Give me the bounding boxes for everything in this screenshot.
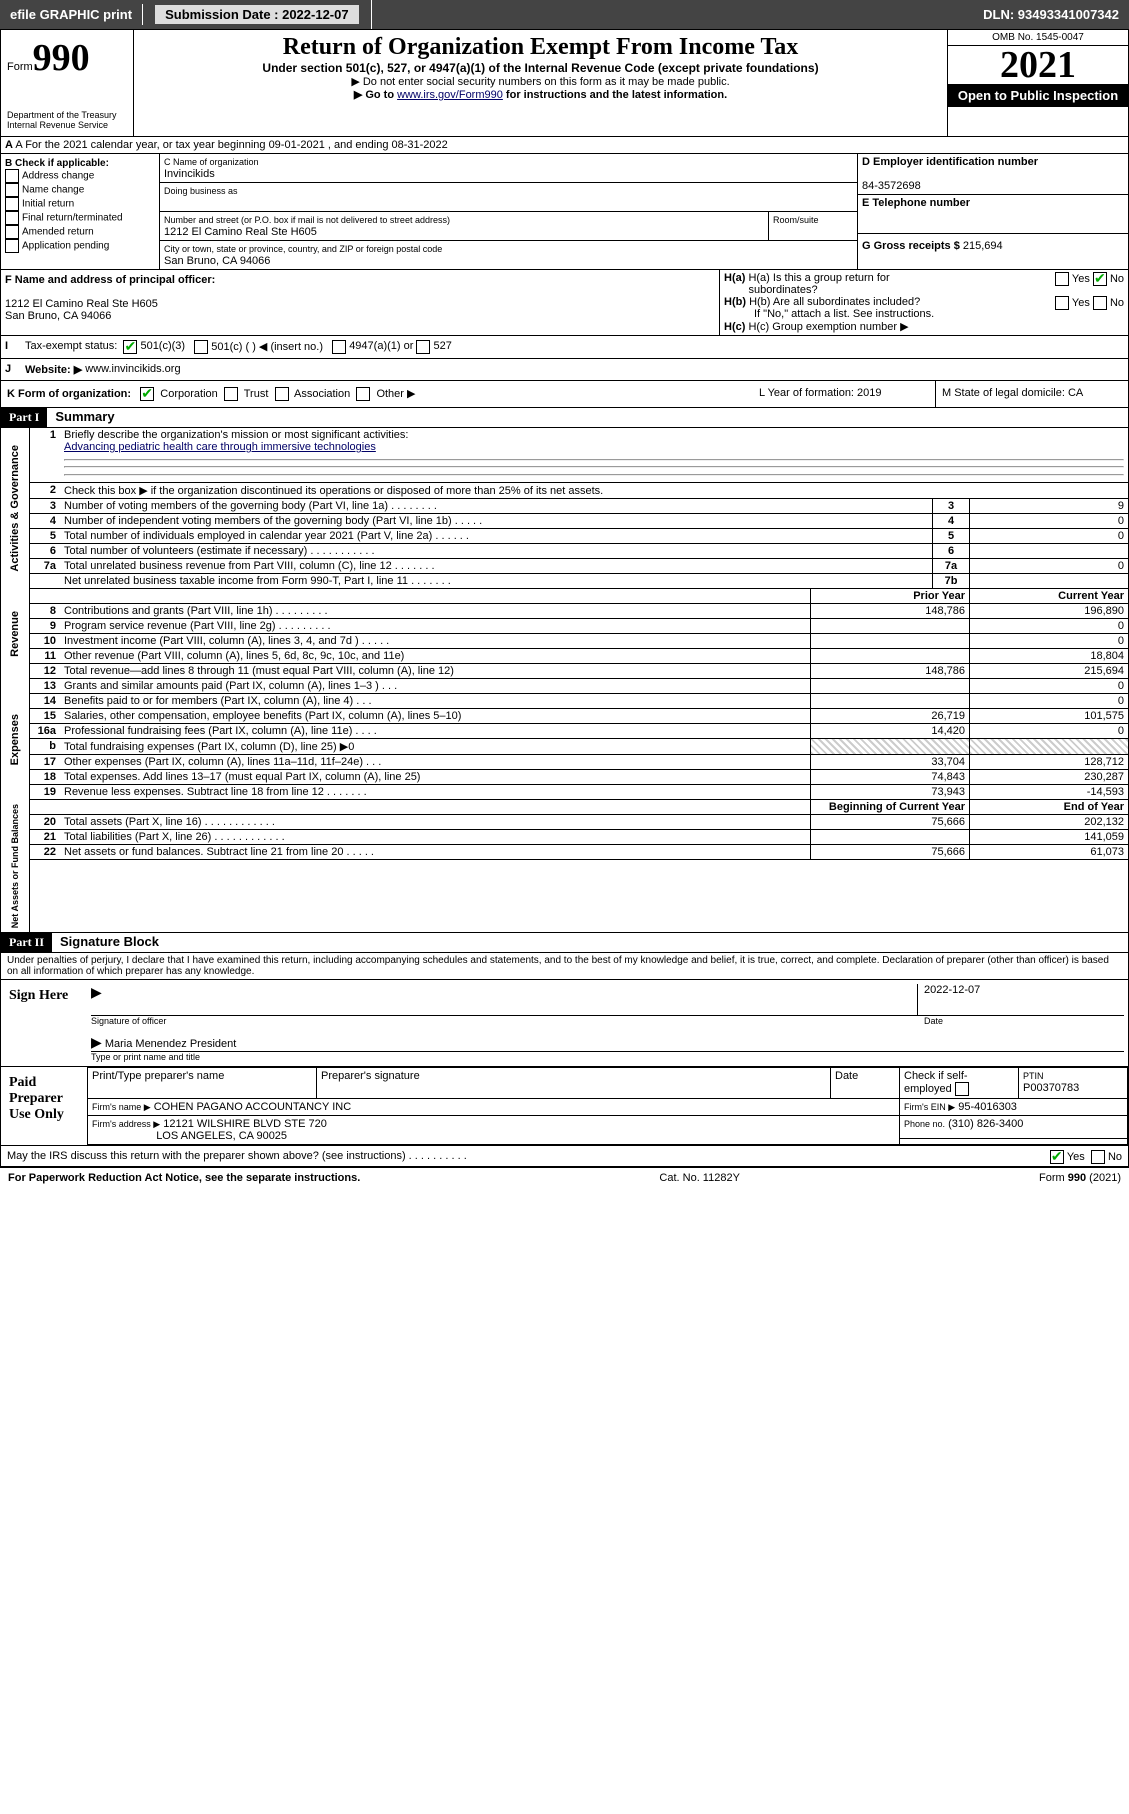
irs: Internal Revenue Service xyxy=(7,120,127,130)
side-ag: Activities & Governance xyxy=(1,428,30,589)
chk-address[interactable] xyxy=(5,169,19,183)
tax-year: 2021 xyxy=(948,46,1128,84)
chk-amended[interactable] xyxy=(5,225,19,239)
sign-here: Sign Here ▶ 2022-12-07 Signature of offi… xyxy=(0,980,1129,1067)
form-note2: ▶ Go to www.irs.gov/Form990 for instruct… xyxy=(138,88,943,101)
address-row: Number and street (or P.O. box if mail i… xyxy=(160,212,857,241)
form-note1: ▶ Do not enter social security numbers o… xyxy=(138,75,943,88)
mission: Briefly describe the organization's miss… xyxy=(60,428,1128,482)
line-I: I Tax-exempt status: 501(c)(3) 501(c) ( … xyxy=(0,336,1129,359)
block-H: H(a) H(a) Is this a group return for Yes… xyxy=(720,270,1128,335)
col-eoy: End of Year xyxy=(969,800,1128,814)
chk-name[interactable] xyxy=(5,183,19,197)
gross-receipts: G Gross receipts $ 215,694 xyxy=(858,234,1128,258)
form-title: Return of Organization Exempt From Incom… xyxy=(138,34,943,61)
chk-501c3[interactable] xyxy=(123,340,137,354)
chk-ha-no[interactable] xyxy=(1093,272,1107,286)
chk-initial[interactable] xyxy=(5,197,19,211)
chk-other[interactable] xyxy=(356,387,370,401)
side-na: Net Assets or Fund Balances xyxy=(1,800,30,932)
block-F: F Name and address of principal officer:… xyxy=(1,270,720,335)
line-K: K Form of organization: Corporation Trus… xyxy=(0,381,1129,408)
line-M: M State of legal domicile: CA xyxy=(936,381,1128,407)
efile-label: efile GRAPHIC print xyxy=(0,4,143,25)
chk-501c[interactable] xyxy=(194,340,208,354)
line-A: A A For the 2021 calendar year, or tax y… xyxy=(0,137,1129,154)
col-current-year: Current Year xyxy=(969,589,1128,603)
dept: Department of the Treasury xyxy=(7,110,127,120)
col-bcy: Beginning of Current Year xyxy=(810,800,969,814)
chk-hb-yes[interactable] xyxy=(1055,296,1069,310)
chk-may-yes[interactable] xyxy=(1050,1150,1064,1164)
chk-ha-yes[interactable] xyxy=(1055,272,1069,286)
chk-hb-no[interactable] xyxy=(1093,296,1107,310)
line-2: Check this box ▶ if the organization dis… xyxy=(60,483,1128,498)
chk-may-no[interactable] xyxy=(1091,1150,1105,1164)
block-B: B Check if applicable: Address change Na… xyxy=(1,154,160,269)
topbar: efile GRAPHIC print Submission Date : 20… xyxy=(0,0,1129,29)
org-name: C Name of organizationInvincikids xyxy=(160,154,857,183)
form-header: Form990 Department of the Treasury Inter… xyxy=(0,29,1129,137)
part-I-header: Part ISummary xyxy=(0,408,1129,428)
declaration: Under penalties of perjury, I declare th… xyxy=(0,953,1129,980)
may-discuss: May the IRS discuss this return with the… xyxy=(0,1146,1129,1167)
side-rev: Revenue xyxy=(1,589,30,679)
chk-trust[interactable] xyxy=(224,387,238,401)
phone: E Telephone number xyxy=(858,195,1128,234)
side-exp: Expenses xyxy=(1,679,30,800)
dln: DLN: 93493341007342 xyxy=(973,4,1129,25)
city-row: City or town, state or province, country… xyxy=(160,241,857,269)
form-subtitle: Under section 501(c), 527, or 4947(a)(1)… xyxy=(138,61,943,75)
paid-preparer: Paid Preparer Use Only Print/Type prepar… xyxy=(0,1067,1129,1146)
submission-date[interactable]: Submission Date : 2022-12-07 xyxy=(155,5,359,24)
chk-4947[interactable] xyxy=(332,340,346,354)
ein: D Employer identification number84-35726… xyxy=(858,154,1128,195)
chk-527[interactable] xyxy=(416,340,430,354)
part-II-header: Part IISignature Block xyxy=(0,933,1129,953)
chk-self-emp[interactable] xyxy=(955,1082,969,1096)
col-prior-year: Prior Year xyxy=(810,589,969,603)
chk-pending[interactable] xyxy=(5,239,19,253)
footer: For Paperwork Reduction Act Notice, see … xyxy=(0,1167,1129,1188)
chk-assoc[interactable] xyxy=(275,387,289,401)
line-L: L Year of formation: 2019 xyxy=(753,381,936,407)
chk-corp[interactable] xyxy=(140,387,154,401)
dba: Doing business as xyxy=(160,183,857,212)
line-J: JWebsite: ▶ www.invincikids.org xyxy=(0,359,1129,381)
public-inspection: Open to Public Inspection xyxy=(948,84,1128,107)
chk-final[interactable] xyxy=(5,211,19,225)
form-number: Form990 xyxy=(7,36,127,80)
